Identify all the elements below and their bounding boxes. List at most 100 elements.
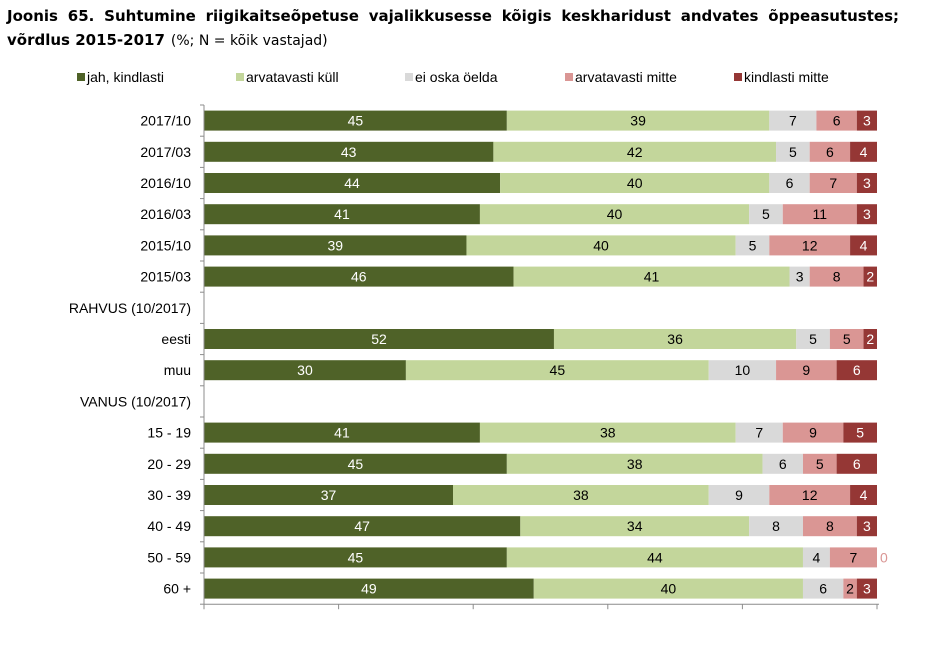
bar-segment-arvatavasti-mitte <box>782 422 844 443</box>
data-label: 45 <box>550 362 566 378</box>
bar-segment-arvatavasti-küll <box>479 204 750 225</box>
data-label: 4 <box>813 549 821 565</box>
data-label: 40 <box>661 581 677 597</box>
bar-segment-jah-kindlasti <box>204 547 507 568</box>
legend-label: ei oska öelda <box>415 69 498 85</box>
bar-segment-jah-kindlasti <box>204 422 480 443</box>
bar-segment-arvatavasti-küll <box>466 235 736 256</box>
data-label: 44 <box>344 175 360 191</box>
data-label: 4 <box>860 487 868 503</box>
bar-segment-arvatavasti-küll <box>453 485 709 505</box>
bar-row-2016-10: 2016/10 44 40 6 7 3 <box>140 173 877 193</box>
data-label: 12 <box>802 487 818 503</box>
bar-segment-jah-kindlasti <box>204 485 454 505</box>
bar-segment-arvatavasti-mitte <box>829 547 877 568</box>
bar-segment-kindlasti-mitte <box>850 141 877 162</box>
bar-segment-ei-oska-öelda <box>789 266 810 287</box>
bar-segment-arvatavasti-küll <box>506 453 763 474</box>
data-label: 7 <box>789 113 797 129</box>
bar-row-2017-10: 2017/10 45 39 7 6 3 <box>140 110 877 131</box>
bar-segment-arvatavasti-küll <box>506 547 803 568</box>
chart-title-main: Joonis 65. Suhtumine riigikaitseõpetuse … <box>7 7 899 49</box>
legend-label: arvatavasti küll <box>246 69 339 85</box>
bar-segment-arvatavasti-mitte <box>816 110 857 131</box>
bar-row-20-29: 20 - 29 45 38 6 5 6 <box>147 453 877 474</box>
bar-segment-kindlasti-mitte <box>850 235 877 256</box>
data-label: 41 <box>334 425 350 441</box>
legend-swatch <box>77 73 85 81</box>
data-label: 45 <box>348 113 364 129</box>
bar-segment-arvatavasti-küll <box>520 516 750 537</box>
data-label: 2 <box>866 331 874 347</box>
data-label: 6 <box>819 581 827 597</box>
bar-row-50-59: 50 - 59 45 44 4 7 0 <box>147 547 888 568</box>
bar-segment-arvatavasti-küll <box>513 266 790 287</box>
legend-label: jah, kindlasti <box>86 69 164 85</box>
legend-swatch <box>565 73 573 81</box>
bar-row-40-49: 40 - 49 47 34 8 8 3 <box>147 516 877 537</box>
data-label: 38 <box>627 456 643 472</box>
bar-segment-jah-kindlasti <box>204 453 507 474</box>
bar-segment-arvatavasti-mitte <box>843 578 857 599</box>
category-label: 40 - 49 <box>147 518 191 534</box>
bar-segment-ei-oska-öelda <box>776 141 810 162</box>
data-label: 4 <box>860 144 868 160</box>
bar-segment-arvatavasti-mitte <box>829 329 864 349</box>
data-label: 36 <box>667 331 683 347</box>
bar-segment-ei-oska-öelda <box>708 360 777 381</box>
bar-segment-jah-kindlasti <box>204 110 507 131</box>
bar-segment-arvatavasti-mitte <box>802 453 837 474</box>
data-label: 2 <box>866 269 874 285</box>
data-label: 6 <box>853 362 861 378</box>
bar-row-2015-03: 2015/03 46 41 3 8 2 <box>140 266 877 287</box>
bar-segment-jah-kindlasti <box>204 266 514 287</box>
data-label: 3 <box>863 113 871 129</box>
bar-segment-jah-kindlasti <box>204 329 554 349</box>
bar-segment-kindlasti-mitte <box>850 485 877 505</box>
data-label: 9 <box>735 487 743 503</box>
data-label: 3 <box>863 175 871 191</box>
bar-segment-kindlasti-mitte <box>856 204 877 225</box>
data-label: 30 <box>297 362 313 378</box>
legend: jah, kindlasti arvatavasti küll ei oska öe… <box>77 69 829 85</box>
data-label: 5 <box>749 237 757 253</box>
category-label: RAHVUS (10/2017) <box>69 300 191 316</box>
category-label: 50 - 59 <box>147 549 191 565</box>
bar-segment-arvatavasti-küll <box>500 173 770 193</box>
category-label: VANUS (10/2017) <box>80 393 191 409</box>
data-label: 40 <box>607 206 623 222</box>
bar-segment-arvatavasti-küll <box>479 422 736 443</box>
category-label: 2016/10 <box>140 175 191 191</box>
bar-segment-arvatavasti-mitte <box>782 204 857 225</box>
data-label: 7 <box>829 175 837 191</box>
legend-swatch <box>405 73 413 81</box>
category-label: muu <box>164 362 191 378</box>
category-label: 60 + <box>163 581 191 597</box>
bar-segment-ei-oska-öelda <box>708 485 770 505</box>
bar-segment-ei-oska-öelda <box>802 578 844 599</box>
bar-segment-ei-oska-öelda <box>769 173 810 193</box>
data-label: 3 <box>863 581 871 597</box>
data-label: 6 <box>833 113 841 129</box>
bar-segment-arvatavasti-mitte <box>769 235 851 256</box>
data-label: 12 <box>802 237 818 253</box>
data-label: 3 <box>796 269 804 285</box>
legend-item-kindlasti-mitte: kindlasti mitte <box>734 69 829 85</box>
data-label: 38 <box>600 425 616 441</box>
data-label: 5 <box>762 206 770 222</box>
bar-row-2016-03: 2016/03 41 40 5 11 3 <box>140 204 877 225</box>
data-label: 3 <box>863 206 871 222</box>
data-label: 8 <box>833 269 841 285</box>
data-label: 5 <box>809 331 817 347</box>
data-label: 41 <box>644 269 660 285</box>
data-label: 0 <box>880 549 888 565</box>
data-label: 40 <box>593 237 609 253</box>
bar-segment-jah-kindlasti <box>204 204 480 225</box>
data-label: 47 <box>354 518 370 534</box>
data-label: 39 <box>327 237 343 253</box>
bar-segment-jah-kindlasti <box>204 173 501 193</box>
bar-segment-jah-kindlasti <box>204 516 521 537</box>
bar-segment-ei-oska-öelda <box>735 235 770 256</box>
bar-row-muu: muu 30 45 10 9 6 <box>164 360 877 381</box>
